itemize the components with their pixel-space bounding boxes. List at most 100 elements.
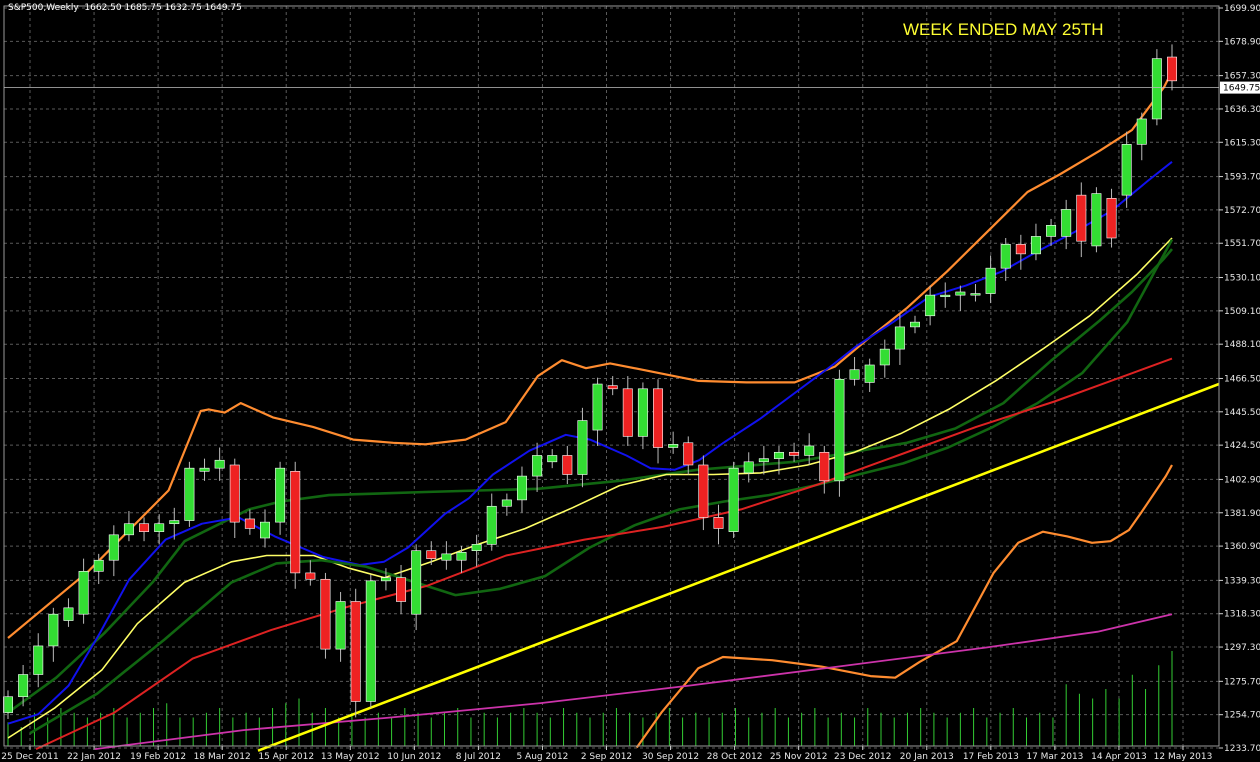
- candle-down: [607, 385, 618, 390]
- candle-down: [1167, 56, 1177, 82]
- y-tick-label: 1339.30: [1224, 576, 1260, 586]
- candle-up: [199, 467, 210, 472]
- candle-up: [940, 294, 951, 297]
- y-tick-label: 1381.90: [1224, 509, 1260, 519]
- line-ma_blue: [7, 161, 1173, 725]
- y-tick-label: 1254.70: [1224, 711, 1260, 721]
- y-tick-label: 1297.30: [1224, 643, 1260, 653]
- candle-up: [1091, 193, 1102, 247]
- candle-up: [275, 467, 286, 523]
- candle-up: [3, 696, 13, 713]
- indicator-lines: [7, 70, 1220, 752]
- candle-up: [501, 499, 512, 507]
- chart-axes: 1699.90 1678.90 1657.30 1636.30 1615.30 1593.…: [1, 4, 1260, 762]
- y-tick-label: 1615.30: [1224, 138, 1260, 148]
- candle-down: [683, 442, 694, 466]
- x-tick-label: 17 Feb 2013: [963, 752, 1019, 762]
- chart-grid: [4, 6, 1219, 749]
- candle-up: [456, 551, 467, 561]
- candle-up: [123, 523, 134, 536]
- candle-down: [350, 601, 361, 702]
- candle-up: [48, 613, 59, 647]
- candle-up: [879, 348, 890, 366]
- x-tick-label: 18 Mar 2012: [194, 752, 251, 762]
- y-tick-label: 1678.90: [1224, 37, 1260, 47]
- candle-up: [441, 553, 452, 561]
- line-ma_magenta: [94, 613, 1173, 750]
- candle-up: [1121, 144, 1132, 196]
- x-tick-label: 20 Jan 2013: [900, 752, 954, 762]
- candle-down: [1106, 198, 1117, 239]
- candle-up: [910, 321, 920, 328]
- y-tick-label: 1233.70: [1224, 744, 1260, 754]
- x-tick-label: 5 Aug 2012: [516, 752, 568, 762]
- candle-up: [411, 550, 422, 615]
- candle-up: [1136, 118, 1147, 145]
- candle-up: [33, 645, 44, 675]
- line-ma_red: [35, 357, 1173, 751]
- candle-up: [834, 378, 845, 482]
- candle-up: [894, 326, 905, 350]
- x-tick-label: 8 Jul 2012: [456, 752, 501, 762]
- candle-down: [713, 517, 724, 529]
- candle-up: [985, 267, 996, 294]
- line-bollinger_upper: [7, 70, 1173, 639]
- candle-up: [849, 369, 860, 380]
- candle-up: [1046, 225, 1057, 237]
- candle-up: [925, 294, 936, 317]
- candle-up: [154, 523, 165, 532]
- candle-down: [819, 451, 830, 482]
- y-tick-label: 1551.70: [1224, 239, 1260, 249]
- x-tick-label: 15 Apr 2012: [258, 752, 314, 762]
- ohlc-readout: 1662.50 1685.75 1632.75 1649.75: [84, 3, 242, 13]
- candle-up: [184, 467, 195, 521]
- current-price-label: 1649.75: [1223, 84, 1260, 94]
- y-tick-label: 1488.10: [1224, 340, 1260, 350]
- y-tick-label: 1360.90: [1224, 542, 1260, 552]
- candle-up: [758, 458, 769, 463]
- candle-down: [789, 451, 800, 456]
- x-tick-label: 30 Sep 2012: [642, 752, 699, 762]
- candle-down: [396, 577, 407, 602]
- y-tick-label: 1572.70: [1224, 206, 1260, 216]
- candle-up: [547, 455, 558, 463]
- candle-up: [1151, 58, 1162, 120]
- candle-up: [214, 459, 225, 469]
- y-tick-label: 1445.50: [1224, 408, 1260, 418]
- candle-up: [78, 571, 89, 615]
- x-tick-label: 23 Dec 2012: [834, 752, 892, 762]
- candle-down: [139, 523, 150, 532]
- x-tick-label: 22 Jan 2012: [67, 752, 121, 762]
- symbol-label: S&P500,Weekly: [8, 3, 79, 13]
- candle-up: [577, 420, 588, 475]
- candle-up: [93, 559, 104, 572]
- candle-up: [108, 534, 119, 561]
- candle-up: [955, 291, 966, 296]
- candle-up: [743, 461, 754, 474]
- x-tick-label: 12 May 2013: [1154, 752, 1213, 762]
- x-tick-label: 10 Jun 2012: [387, 752, 441, 762]
- y-tick-label: 1657.30: [1224, 72, 1260, 82]
- candle-up: [773, 451, 784, 459]
- candle-down: [1076, 194, 1087, 242]
- y-tick-label: 1424.50: [1224, 441, 1260, 451]
- candle-up: [668, 444, 679, 448]
- x-tick-label: 14 Apr 2013: [1091, 752, 1147, 762]
- line-bollinger_mid: [7, 248, 1173, 714]
- x-tick-label: 28 Oct 2012: [707, 752, 763, 762]
- candle-up: [592, 383, 603, 431]
- candle-down: [653, 388, 664, 448]
- candle-up: [804, 445, 815, 456]
- candle-up: [335, 601, 346, 650]
- candle-down: [698, 464, 709, 518]
- line-ma_green: [29, 238, 1174, 735]
- y-tick-label: 1636.30: [1224, 105, 1260, 115]
- y-tick-label: 1593.70: [1224, 173, 1260, 183]
- line-ma_yellow: [7, 237, 1173, 739]
- candle-up: [728, 467, 739, 532]
- candle-up: [260, 521, 270, 539]
- candle-up: [365, 580, 376, 702]
- candle-up: [380, 577, 391, 582]
- candle-up: [637, 388, 648, 437]
